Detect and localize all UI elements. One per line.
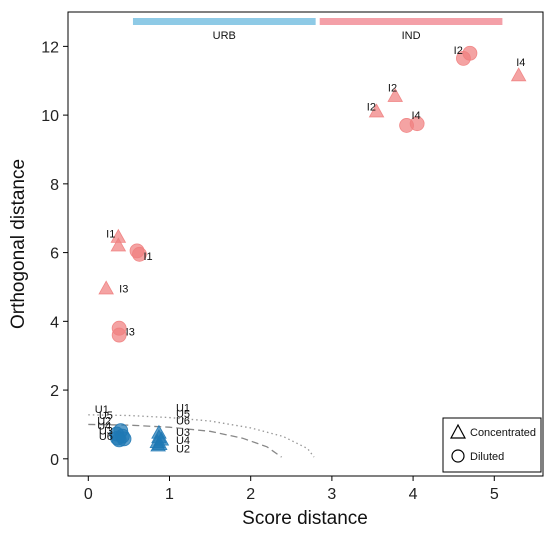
annotation-u2-20: U2 xyxy=(176,444,190,456)
y-tick-label-12: 12 xyxy=(41,39,59,56)
cutoff-lines xyxy=(88,414,315,458)
annotation-u1-9: U1 xyxy=(95,404,109,416)
diluted-point-urb-13 xyxy=(111,432,127,448)
annotation-i3-2: I3 xyxy=(119,284,128,296)
x-tick-label-1: 1 xyxy=(165,486,174,503)
cutoff-line-dashed xyxy=(88,423,282,458)
annotation-i2-5: I2 xyxy=(388,83,397,95)
x-axis-ticks: 0 1 2 3 4 5 xyxy=(84,476,499,503)
concentrated-point-ind-3 xyxy=(368,103,385,118)
diluted-point-ind-1 xyxy=(132,246,147,262)
data-points xyxy=(98,45,527,452)
concentrated-point-ind-2 xyxy=(98,280,114,295)
x-tick-label-5: 5 xyxy=(490,486,499,503)
annotation-u1-15: U1 xyxy=(176,402,190,414)
x-tick-label-3: 3 xyxy=(327,486,336,503)
annotation-u5-16: U5 xyxy=(176,408,190,420)
y-tick-label-0: 0 xyxy=(50,452,59,469)
group-bands: URB IND xyxy=(132,18,503,42)
legend-box xyxy=(442,417,542,473)
y-axis-ticks: 0 2 4 6 8 10 12 xyxy=(41,39,68,469)
concentrated-point-ind-4 xyxy=(387,87,404,102)
legend-label-diluted: Diluted xyxy=(470,451,504,463)
y-tick-label-6: 6 xyxy=(50,246,59,263)
y-tick-label-2: 2 xyxy=(50,383,59,400)
annotation-i3-3: I3 xyxy=(126,327,135,339)
annotation-u6-14: U6 xyxy=(99,431,113,443)
annotation-u3-13: U3 xyxy=(99,426,113,438)
x-tick-label-4: 4 xyxy=(409,486,418,503)
plot-frame xyxy=(67,11,544,477)
x-tick-label-2: 2 xyxy=(246,486,255,503)
band-ind xyxy=(319,18,503,25)
y-tick-label-8: 8 xyxy=(50,177,59,194)
legend: Concentrated Diluted xyxy=(442,417,542,473)
annotation-u6-17: U6 xyxy=(176,415,190,427)
annotation-i4-8: I4 xyxy=(516,57,525,69)
band-label-urb: URB xyxy=(213,30,236,42)
annotation-u4-12: U4 xyxy=(97,420,111,432)
annotation-i1-0: I1 xyxy=(106,229,115,241)
annotation-i1-1: I1 xyxy=(144,251,153,263)
annotation-i2-4: I2 xyxy=(367,102,376,114)
x-tick-label-0: 0 xyxy=(84,486,93,503)
diluted-point-ind-3 xyxy=(111,327,127,343)
x-axis-title: Score distance xyxy=(242,508,368,529)
band-label-ind: IND xyxy=(402,30,421,42)
y-axis-title: Orthogonal distance xyxy=(8,159,29,329)
concentrated-point-ind-5 xyxy=(510,67,527,82)
y-tick-label-4: 4 xyxy=(50,314,59,331)
legend-label-concentrated: Concentrated xyxy=(470,427,536,439)
annotation-u5-10: U5 xyxy=(99,410,113,422)
annotation-u4-19: U4 xyxy=(176,435,190,447)
diluted-point-ind-7 xyxy=(462,45,478,61)
legend-triangle-icon xyxy=(449,423,467,439)
annotation-i2-6: I2 xyxy=(454,45,463,57)
band-urb xyxy=(132,18,316,25)
annotation-u2-11: U2 xyxy=(97,415,111,427)
y-tick-label-10: 10 xyxy=(41,108,59,125)
annotation-i4-7: I4 xyxy=(411,110,420,122)
diluted-point-ind-5 xyxy=(409,116,425,132)
concentrated-point-ind-1 xyxy=(110,237,127,252)
annotation-u3-18: U3 xyxy=(176,427,190,439)
point-annotations: I1I1I3I3I2I2I2I4I4U1U5U2U4U3U6U1U5U6U3U4… xyxy=(95,45,526,456)
concentrated-point-urb-11 xyxy=(150,437,166,452)
legend-circle-icon xyxy=(451,449,465,463)
